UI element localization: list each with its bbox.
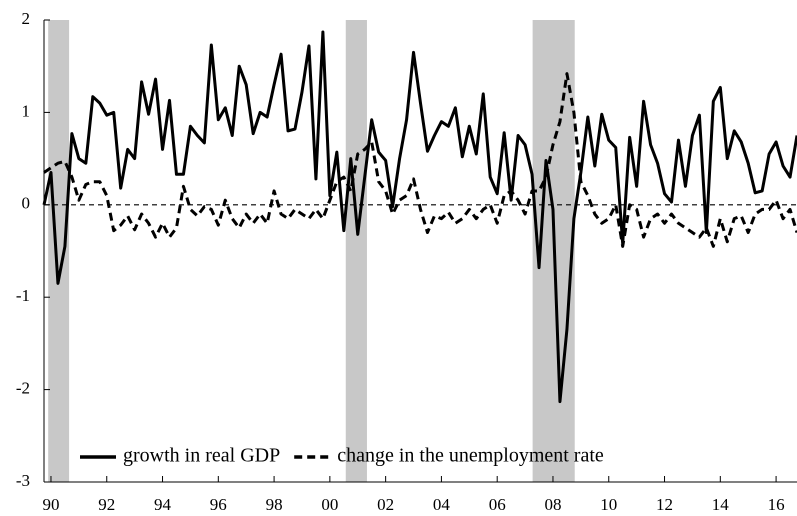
legend-label: change in the unemployment rate [337,445,604,467]
x-tick-label: 90 [42,495,59,514]
y-tick-label: 1 [22,101,31,120]
y-tick-label: -1 [16,286,30,305]
x-tick-label: 94 [154,495,172,514]
y-tick-label: 0 [22,194,31,213]
x-tick-label: 00 [321,495,338,514]
x-tick-label: 12 [656,495,673,514]
x-tick-label: 04 [433,495,451,514]
y-tick-label: -3 [16,471,30,490]
shaded-period [48,20,70,482]
x-tick-label: 16 [768,495,785,514]
x-tick-label: 06 [489,495,506,514]
x-tick-label: 02 [377,495,394,514]
series-line [43,72,797,248]
y-tick-label: -2 [16,379,30,398]
x-tick-label: 10 [600,495,617,514]
x-tick-label: 14 [712,495,730,514]
shaded-period [345,20,367,482]
x-tick-label: 92 [98,495,115,514]
x-tick-label: 96 [210,495,227,514]
y-tick-label: 2 [22,9,31,28]
legend-label: growth in real GDP [123,445,280,467]
x-tick-label: 08 [544,495,561,514]
series-line [42,30,797,404]
x-tick-label: 98 [266,495,283,514]
